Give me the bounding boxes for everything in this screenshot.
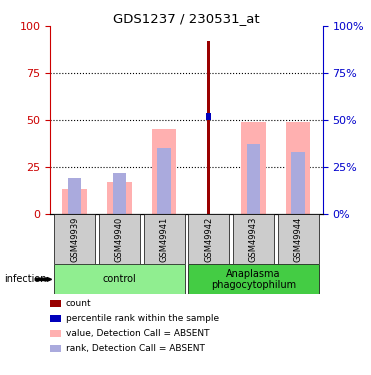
Text: GSM49941: GSM49941	[160, 216, 168, 262]
Bar	[233, 214, 274, 264]
Text: Anaplasma
phagocytophilum: Anaplasma phagocytophilum	[211, 268, 296, 290]
Text: count: count	[66, 299, 91, 308]
Bar	[188, 264, 319, 294]
Bar	[206, 113, 211, 120]
Bar	[62, 189, 87, 214]
Bar	[157, 148, 171, 214]
Bar	[107, 182, 132, 214]
Bar	[278, 214, 319, 264]
Text: GSM49942: GSM49942	[204, 216, 213, 262]
Title: GDS1237 / 230531_at: GDS1237 / 230531_at	[113, 12, 260, 25]
Text: infection: infection	[4, 274, 46, 284]
Bar	[152, 129, 176, 214]
Bar	[54, 264, 185, 294]
Bar	[54, 214, 95, 264]
Text: percentile rank within the sample: percentile rank within the sample	[66, 314, 219, 323]
Text: GSM49943: GSM49943	[249, 216, 258, 262]
Bar	[247, 144, 260, 214]
Bar	[241, 122, 266, 214]
Bar	[99, 214, 140, 264]
Text: value, Detection Call = ABSENT: value, Detection Call = ABSENT	[66, 329, 209, 338]
Text: GSM49944: GSM49944	[294, 216, 303, 262]
Text: rank, Detection Call = ABSENT: rank, Detection Call = ABSENT	[66, 344, 204, 353]
Bar	[286, 122, 311, 214]
Bar	[292, 152, 305, 214]
Bar	[207, 41, 210, 214]
Text: GSM49939: GSM49939	[70, 216, 79, 262]
Bar	[188, 214, 229, 264]
Bar	[113, 172, 126, 214]
Text: GSM49940: GSM49940	[115, 216, 124, 262]
Bar	[144, 214, 185, 264]
Bar	[68, 178, 81, 214]
Text: control: control	[102, 274, 136, 284]
